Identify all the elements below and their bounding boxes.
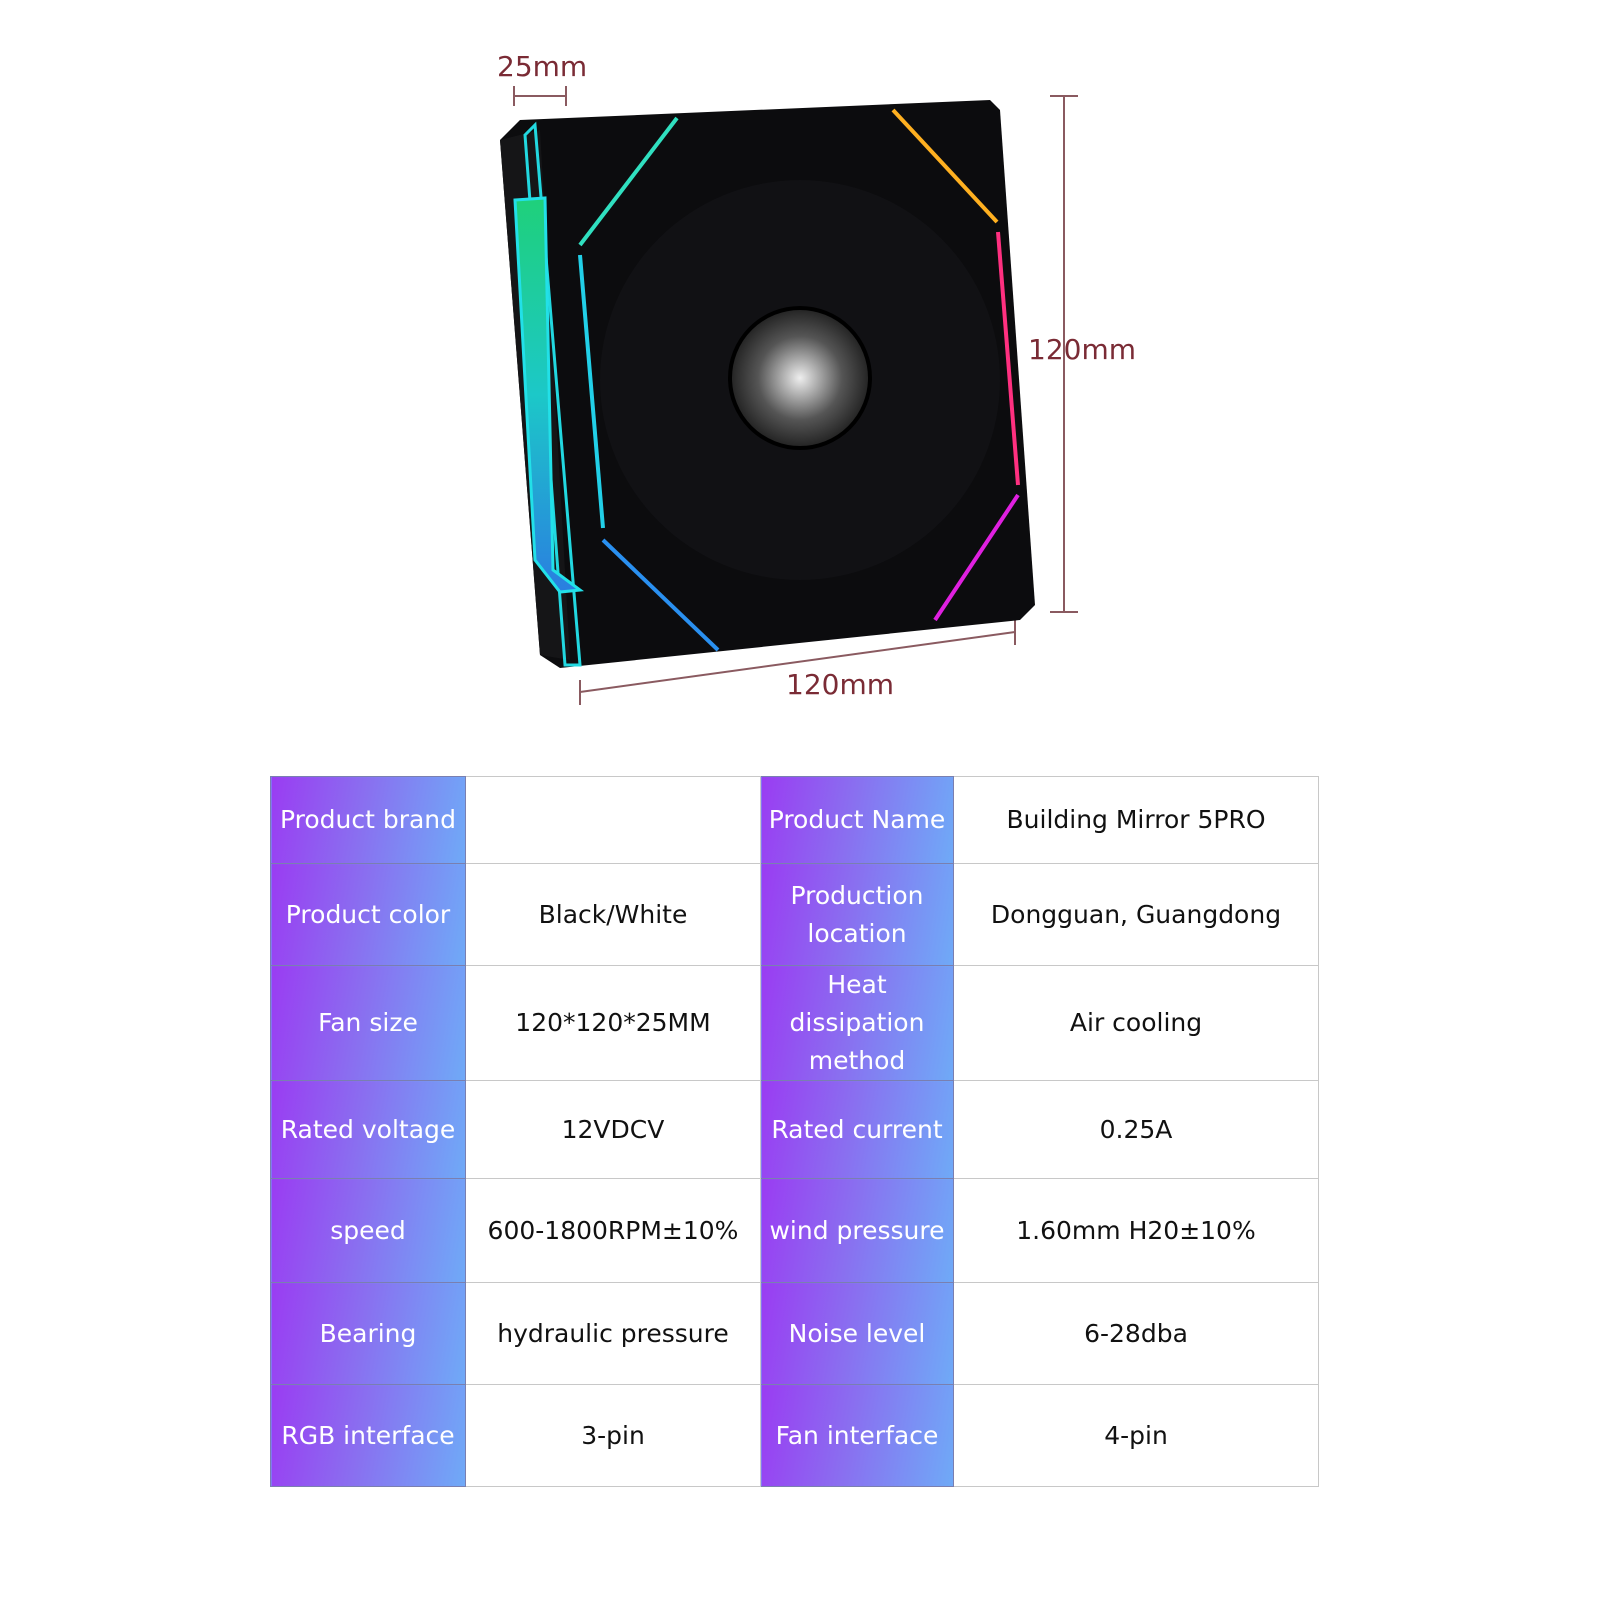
spec-label: Production location (760, 863, 954, 966)
dimension-lines (513, 86, 1078, 705)
spec-label: Heat dissipation method (760, 965, 954, 1081)
spec-row: Fan size 120*120*25MM Heat dissipation met… (270, 965, 1319, 1081)
spec-label: Fan interface (760, 1384, 954, 1487)
spec-label: Bearing (270, 1282, 466, 1385)
spec-label: speed (270, 1178, 466, 1283)
spec-value (465, 776, 761, 864)
spec-value: 12VDCV (465, 1080, 761, 1179)
spec-label: Product Name (760, 776, 954, 864)
spec-value: 120*120*25MM (465, 965, 761, 1081)
spec-value: 6-28dba (953, 1282, 1319, 1385)
spec-value: Dongguan, Guangdong (953, 863, 1319, 966)
spec-value: hydraulic pressure (465, 1282, 761, 1385)
width-label: 120mm (786, 668, 894, 701)
spec-label: Fan size (270, 965, 466, 1081)
spec-row: RGB interface 3-pin Fan interface 4-pin (270, 1384, 1319, 1487)
spec-label: Rated voltage (270, 1080, 466, 1179)
spec-label: wind pressure (760, 1178, 954, 1283)
spec-row: speed 600-1800RPM±10% wind pressure 1.60mm … (270, 1178, 1319, 1283)
spec-value: 3-pin (465, 1384, 761, 1487)
spec-value: Black/White (465, 863, 761, 966)
spec-value: Air cooling (953, 965, 1319, 1081)
spec-row: Rated voltage 12VDCV Rated current 0.25A (270, 1080, 1319, 1179)
spec-value: Building Mirror 5PRO (953, 776, 1319, 864)
height-label: 120mm (1028, 333, 1136, 366)
spec-value: 0.25A (953, 1080, 1319, 1179)
spec-row: Product brand Product Name Building Mirror… (270, 776, 1319, 864)
spec-value: 4-pin (953, 1384, 1319, 1487)
spec-label: RGB interface (270, 1384, 466, 1487)
fan-product-image (500, 86, 1078, 705)
spec-value: 600-1800RPM±10% (465, 1178, 761, 1283)
spec-row: Product color Black/White Production locat… (270, 863, 1319, 966)
spec-value: 1.60mm H20±10% (953, 1178, 1319, 1283)
spec-row: Bearing hydraulic pressure Noise level 6-28… (270, 1282, 1319, 1385)
depth-label: 25mm (497, 50, 588, 83)
spec-label: Rated current (760, 1080, 954, 1179)
spec-label: Product color (270, 863, 466, 966)
spec-table: Product brand Product Name Building Mirror… (270, 776, 1319, 1487)
spec-label: Noise level (760, 1282, 954, 1385)
spec-label: Product brand (270, 776, 466, 864)
